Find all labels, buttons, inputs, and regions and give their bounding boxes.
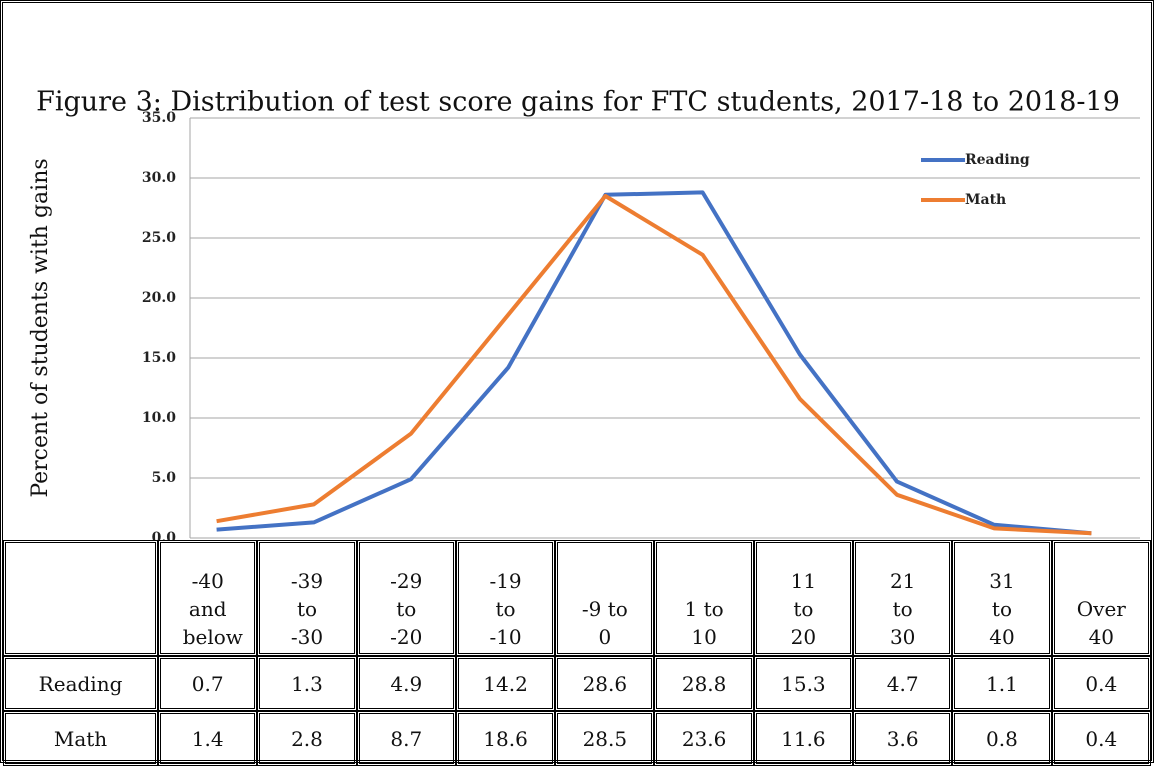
category-cell: -40 and below xyxy=(158,540,258,656)
value-cell: 1.1 xyxy=(952,656,1052,711)
category-cell: -39 to -30 xyxy=(257,540,357,656)
category-cell: 11 to 20 xyxy=(753,540,854,656)
category-cell-text: 21 to 30 xyxy=(889,569,916,649)
category-cell: 21 to 30 xyxy=(853,540,953,656)
chart: Figure 3: Distribution of test score gai… xyxy=(28,87,1140,540)
value-cell: 14.2 xyxy=(455,656,556,711)
series-name-cell-text: Reading xyxy=(38,671,123,696)
value-cell-text: 3.6 xyxy=(886,726,919,751)
value-cell-text: 1.3 xyxy=(291,671,323,696)
value-cell: 11.6 xyxy=(753,711,854,766)
series-line xyxy=(216,194,1092,536)
corner-cell xyxy=(3,540,159,656)
value-cell: 15.3 xyxy=(753,656,854,711)
value-cell-text: 28.5 xyxy=(582,726,628,751)
value-cell-text: 1.4 xyxy=(191,726,224,751)
category-cell-text: -40 and below xyxy=(182,569,243,649)
value-cell: 28.5 xyxy=(555,711,655,766)
category-cell: -19 to -10 xyxy=(455,540,556,656)
legend-label: Math xyxy=(965,192,1006,208)
value-cell: 0.4 xyxy=(1051,656,1151,711)
value-cell: 0.8 xyxy=(952,711,1052,766)
category-cell-text: -39 to -30 xyxy=(290,569,324,649)
y-tick-label: 10.0 xyxy=(142,410,176,426)
y-tick-label: 30.0 xyxy=(142,170,176,186)
series-line xyxy=(216,190,1092,536)
series-name-cell-text: Math xyxy=(53,726,108,751)
category-cell-text: 31 to 40 xyxy=(989,569,1015,649)
data-row: Math 1.4 2.8 8.7 18.6 28.5 23.6 11.6 3.6 0.8 0.4 xyxy=(3,711,1151,766)
value-cell: 0.7 xyxy=(158,656,258,711)
legend-label: Reading xyxy=(965,152,1030,168)
value-cell: 3.6 xyxy=(853,711,953,766)
value-cell: 18.6 xyxy=(455,711,556,766)
value-cell: 28.8 xyxy=(654,656,754,711)
value-cell: 2.8 xyxy=(257,711,357,766)
value-cell-text: 15.3 xyxy=(781,671,826,696)
value-cell-text: 0.8 xyxy=(986,726,1018,751)
y-tick-label: 5.0 xyxy=(152,470,177,486)
value-cell-text: 4.9 xyxy=(390,671,423,696)
category-cell-text: Over 40 xyxy=(1076,597,1126,649)
value-cell-text: 11.6 xyxy=(781,726,826,751)
value-cell: 8.7 xyxy=(356,711,456,766)
data-table: -40 and below -39 to -30 -29 to -20 -19 to … xyxy=(3,540,1151,766)
y-axis-label: Percent of students with gains xyxy=(28,158,53,497)
chart-title: Figure 3: Distribution of test score gai… xyxy=(36,87,1120,118)
value-cell-text: 18.6 xyxy=(483,726,528,751)
value-cell-text: 23.6 xyxy=(681,726,727,751)
value-cell-text: 28.6 xyxy=(582,671,628,696)
value-cell: 1.3 xyxy=(257,656,357,711)
category-cell: -29 to -20 xyxy=(356,540,456,656)
value-cell-text: 0.4 xyxy=(1085,671,1118,696)
y-tick-label: 35.0 xyxy=(142,110,176,126)
value-cell: 23.6 xyxy=(654,711,754,766)
category-cell-text: -19 to -10 xyxy=(489,569,522,649)
value-cell: 4.7 xyxy=(853,656,953,711)
value-cell-text: 1.1 xyxy=(986,671,1018,696)
y-tick-label: 0.0 xyxy=(152,530,177,540)
category-cell: -9 to 0 xyxy=(555,540,655,656)
y-tick-label: 20.0 xyxy=(142,290,176,306)
y-tick-label: 25.0 xyxy=(142,230,176,246)
category-cell-text: 1 to 10 xyxy=(684,597,724,649)
value-cell: 4.9 xyxy=(356,656,456,711)
series-name-cell: Math xyxy=(3,711,159,766)
y-tick-label: 15.0 xyxy=(142,350,176,366)
value-cell-text: 2.8 xyxy=(291,726,323,751)
series-name-cell: Reading xyxy=(3,656,159,711)
category-cell-text: -29 to -20 xyxy=(390,569,423,649)
value-cell-text: 0.7 xyxy=(191,671,224,696)
value-cell-text: 8.7 xyxy=(390,726,423,751)
category-cell-text: 11 to 20 xyxy=(790,569,817,649)
category-cell: 1 to 10 xyxy=(654,540,754,656)
category-cell: Over 40 xyxy=(1051,540,1151,656)
value-cell: 28.6 xyxy=(555,656,655,711)
value-cell-text: 14.2 xyxy=(483,671,528,696)
value-cell-text: 28.8 xyxy=(681,671,727,696)
value-cell-text: 0.4 xyxy=(1085,726,1118,751)
data-row: Reading 0.7 1.3 4.9 14.2 28.6 28.8 15.3 4.7 1.1 0.… xyxy=(3,656,1151,711)
header-row: -40 and below -39 to -30 -29 to -20 -19 to … xyxy=(3,540,1151,656)
value-cell-text: 4.7 xyxy=(886,671,919,696)
value-cell: 1.4 xyxy=(158,711,258,766)
value-cell: 0.4 xyxy=(1051,711,1151,766)
category-cell: 31 to 40 xyxy=(952,540,1052,656)
category-cell-text: -9 to 0 xyxy=(581,597,628,649)
